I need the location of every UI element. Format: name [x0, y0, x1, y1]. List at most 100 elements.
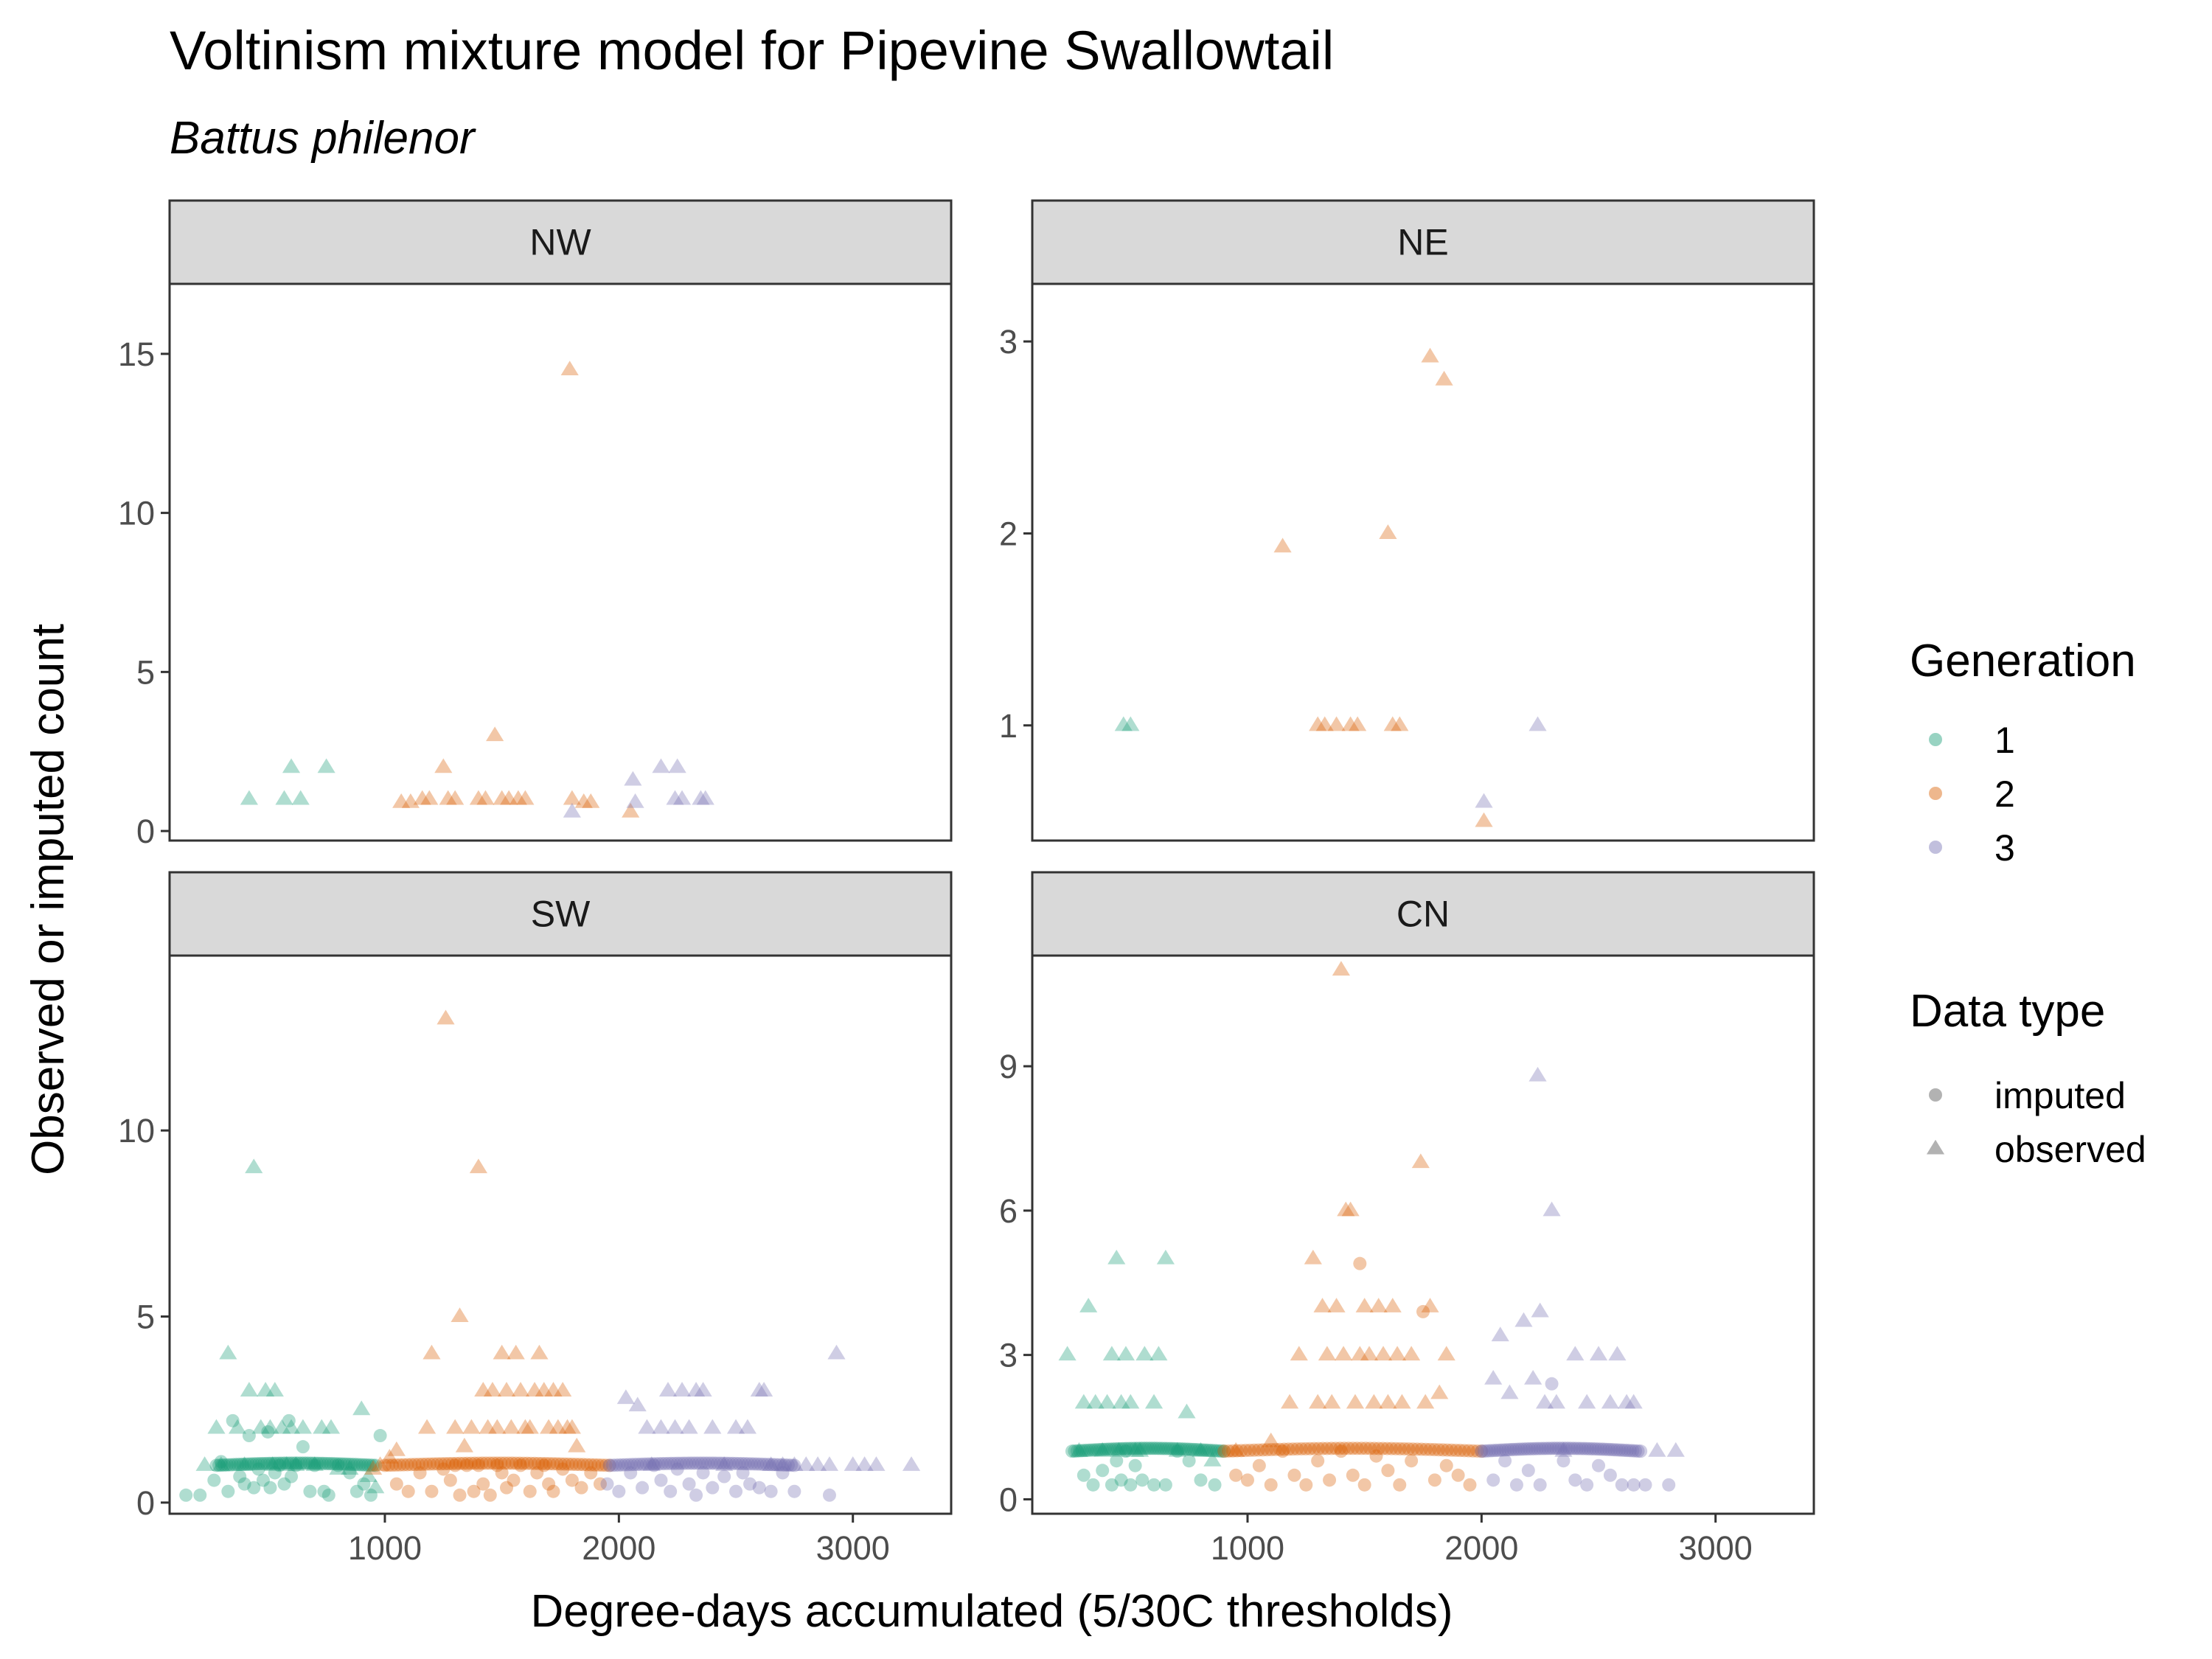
- imputed-point: [1439, 1458, 1453, 1472]
- imputed-point: [1414, 1442, 1428, 1456]
- imputed-point: [1369, 1449, 1383, 1463]
- observed-point: [1484, 1369, 1503, 1385]
- observed-point: [809, 1456, 827, 1471]
- imputed-point: [593, 1477, 607, 1491]
- imputed-point: [501, 1456, 515, 1470]
- imputed-point: [1346, 1441, 1360, 1455]
- imputed-point: [1371, 1441, 1385, 1455]
- y-tick-label: 0: [136, 813, 155, 850]
- observed-point: [497, 1382, 516, 1397]
- imputed-point: [237, 1477, 251, 1491]
- observed-point: [1309, 1394, 1327, 1409]
- imputed-point: [1192, 1443, 1206, 1457]
- imputed-point: [1440, 1443, 1454, 1457]
- observed-point: [582, 793, 600, 808]
- imputed-point: [776, 1466, 790, 1480]
- imputed-point: [1346, 1468, 1360, 1482]
- observed-point: [1203, 1451, 1222, 1467]
- imputed-point: [1509, 1442, 1523, 1456]
- imputed-point: [717, 1470, 731, 1484]
- imputed-point: [1453, 1444, 1467, 1458]
- imputed-point: [550, 1457, 564, 1471]
- imputed-point: [1480, 1444, 1494, 1458]
- imputed-point: [636, 1481, 650, 1495]
- observed-point: [329, 1460, 347, 1475]
- observed-point: [652, 758, 670, 773]
- observed-point: [1262, 1432, 1280, 1447]
- observed-point: [902, 1456, 921, 1471]
- imputed-point: [289, 1458, 303, 1472]
- imputed-point: [1444, 1443, 1458, 1457]
- imputed-point: [456, 1456, 470, 1470]
- imputed-point: [483, 1456, 497, 1470]
- y-tick-label: 0: [999, 1481, 1018, 1518]
- imputed-point: [1105, 1442, 1119, 1456]
- imputed-point: [1116, 1441, 1130, 1455]
- observed-point: [1341, 716, 1360, 731]
- imputed-point: [443, 1473, 457, 1487]
- imputed-point: [1583, 1441, 1597, 1455]
- imputed-point: [1541, 1441, 1555, 1455]
- imputed-point: [1070, 1444, 1084, 1458]
- imputed-point: [476, 1477, 490, 1491]
- observed-point: [750, 1382, 768, 1397]
- imputed-point: [605, 1458, 619, 1472]
- strip-ne: [1031, 199, 1815, 285]
- observed-point: [462, 1419, 481, 1434]
- imputed-point: [615, 1458, 629, 1472]
- imputed-point: [241, 1457, 255, 1471]
- x-tick-label: 3000: [1679, 1529, 1753, 1567]
- imputed-point: [1294, 1441, 1308, 1455]
- imputed-point: [366, 1458, 380, 1472]
- observed-point: [1531, 1302, 1549, 1318]
- observed-point: [1116, 1346, 1135, 1361]
- imputed-point: [483, 1488, 497, 1502]
- imputed-point: [249, 1457, 263, 1471]
- imputed-point: [324, 1457, 338, 1471]
- observed-point: [1346, 1394, 1365, 1409]
- imputed-point: [460, 1456, 474, 1470]
- imputed-point: [467, 1484, 481, 1498]
- imputed-point: [277, 1477, 291, 1491]
- imputed-point: [1276, 1444, 1290, 1458]
- imputed-point: [565, 1473, 579, 1487]
- imputed-point: [1194, 1443, 1208, 1457]
- imputed-point: [565, 1457, 579, 1471]
- imputed-point: [1599, 1442, 1613, 1456]
- observed-point: [1074, 1394, 1093, 1409]
- observed-point: [1315, 716, 1334, 731]
- imputed-point: [321, 1488, 335, 1502]
- imputed-point: [1075, 1444, 1089, 1458]
- imputed-point: [404, 1458, 418, 1472]
- observed-point: [219, 1344, 237, 1360]
- imputed-point: [1506, 1442, 1520, 1456]
- imputed-point: [514, 1458, 528, 1472]
- imputed-point: [1158, 1478, 1172, 1492]
- imputed-point: [369, 1458, 383, 1472]
- imputed-point: [1592, 1458, 1606, 1472]
- imputed-point: [1229, 1468, 1243, 1482]
- observed-point: [240, 1382, 259, 1397]
- imputed-point: [389, 1458, 403, 1472]
- observed-point: [1334, 1346, 1353, 1361]
- panel-border: [1031, 282, 1815, 842]
- imputed-point: [1093, 1443, 1107, 1457]
- observed-point: [624, 771, 642, 786]
- observed-point: [321, 1419, 341, 1434]
- strip-cn: [1031, 871, 1815, 957]
- observed-point: [1475, 812, 1493, 827]
- imputed-point: [310, 1456, 324, 1470]
- observed-point: [1383, 716, 1402, 731]
- observed-point: [1543, 1201, 1561, 1217]
- imputed-point: [193, 1488, 207, 1502]
- observed-point: [1327, 1298, 1346, 1312]
- imputed-point: [1517, 1442, 1531, 1456]
- imputed-point: [1141, 1441, 1155, 1455]
- imputed-point: [228, 1458, 242, 1472]
- observed-point: [469, 790, 488, 805]
- observed-point: [1524, 1369, 1543, 1385]
- imputed-point: [1419, 1442, 1433, 1456]
- imputed-point: [1128, 1458, 1142, 1472]
- imputed-point: [1091, 1443, 1105, 1457]
- observed-point: [827, 1344, 846, 1360]
